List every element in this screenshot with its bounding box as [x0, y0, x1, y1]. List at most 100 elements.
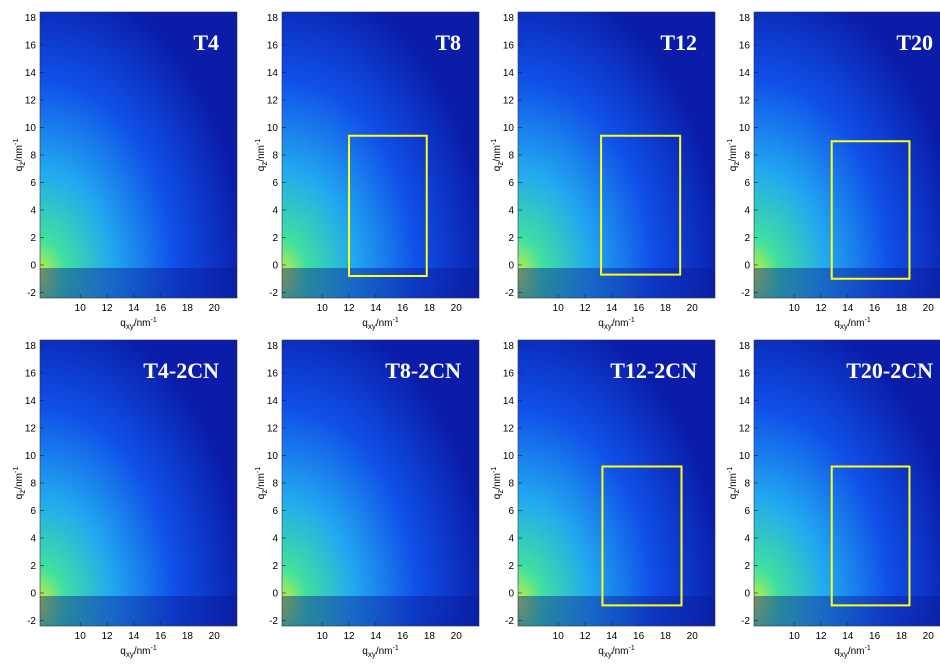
x-tick-label: 14 [606, 303, 618, 314]
y-tick-label: 16 [267, 41, 279, 52]
y-tick-label: 8 [30, 479, 36, 490]
label-sub: xy [840, 650, 848, 659]
y-tick-label: 0 [508, 261, 514, 272]
panel-title: T8-2CN [385, 358, 461, 383]
y-tick-label: 16 [25, 369, 37, 380]
y-tick-label: -2 [27, 288, 36, 299]
label-unit: /nm [492, 145, 503, 162]
label-sub: xy [368, 650, 376, 659]
label-sub: xy [368, 322, 376, 331]
y-tick-label: 4 [30, 534, 36, 545]
x-tick-label: 12 [579, 303, 591, 314]
x-tick-label: 10 [789, 303, 801, 314]
y-tick-label: 14 [739, 396, 751, 407]
x-tick-label: 10 [789, 631, 801, 642]
horizon-shadow [754, 268, 940, 298]
label-sup: -1 [393, 645, 399, 652]
label-sup: -1 [629, 645, 635, 652]
y-tick-label: 12 [503, 96, 515, 107]
x-tick-label: 12 [343, 303, 355, 314]
axis-label: qz/nm-1 [255, 467, 269, 500]
y-tick-label: 12 [739, 96, 751, 107]
y-tick-label: 14 [503, 68, 515, 79]
label-sup: -1 [865, 317, 871, 324]
y-tick-label: 12 [25, 96, 37, 107]
y-tick-label: 4 [744, 534, 750, 545]
x-tick-label: 12 [815, 303, 827, 314]
panel-title: T8 [435, 30, 461, 55]
label-sup: -1 [13, 467, 20, 473]
label-sup: -1 [491, 467, 498, 473]
y-tick-label: 4 [272, 534, 278, 545]
y-tick-label: 12 [503, 424, 515, 435]
y-tick-label: -2 [505, 616, 514, 627]
x-tick-label: 18 [660, 303, 672, 314]
y-tick-label: 12 [739, 424, 751, 435]
label-unit: /nm [728, 145, 739, 162]
label-unit: /nm [14, 145, 25, 162]
x-tick-label: 10 [75, 303, 87, 314]
label-sup: -1 [255, 139, 262, 145]
y-tick-label: 0 [272, 589, 278, 600]
y-tick-label: -2 [27, 616, 36, 627]
y-tick-label: 0 [272, 261, 278, 272]
y-tick-label: 18 [25, 13, 37, 24]
x-tick-label: 16 [155, 303, 167, 314]
y-tick-label: -2 [269, 616, 278, 627]
x-tick-label: 14 [842, 631, 854, 642]
axis-label: qxy/nm-1 [598, 317, 635, 331]
y-tick-label: 2 [272, 561, 278, 572]
y-tick-label: 18 [25, 341, 37, 352]
panel-title: T20 [896, 30, 933, 55]
y-tick-label: 14 [267, 396, 279, 407]
y-tick-label: 0 [30, 589, 36, 600]
panel-title: T4-2CN [143, 358, 219, 383]
y-tick-label: 12 [267, 424, 279, 435]
y-tick-label: 6 [508, 178, 514, 189]
x-tick-label: 10 [75, 631, 87, 642]
axis-label: qxy/nm-1 [834, 317, 871, 331]
y-tick-label: 0 [508, 589, 514, 600]
label-unit: /nm [492, 473, 503, 490]
y-tick-label: 18 [503, 341, 515, 352]
label-unit: /nm [256, 145, 267, 162]
horizon-shadow [518, 268, 715, 298]
x-tick-label: 18 [896, 631, 908, 642]
x-tick-label: 16 [633, 303, 645, 314]
horizon-shadow [40, 596, 237, 626]
panel: -2024681012141618101214161820qxy/nm-1qz/… [13, 12, 237, 331]
y-tick-label: 16 [503, 369, 515, 380]
y-tick-label: 18 [503, 13, 515, 24]
y-tick-label: 2 [30, 561, 36, 572]
y-tick-label: 2 [744, 561, 750, 572]
x-tick-label: 14 [128, 631, 140, 642]
x-tick-label: 14 [370, 631, 382, 642]
panel-title: T12 [660, 30, 697, 55]
y-tick-label: 16 [739, 369, 751, 380]
y-tick-label: 6 [30, 506, 36, 517]
axis-label: qz/nm-1 [727, 467, 741, 500]
x-tick-label: 14 [128, 303, 140, 314]
y-tick-label: 4 [508, 534, 514, 545]
label-sup: -1 [865, 645, 871, 652]
axis-label: qxy/nm-1 [834, 645, 871, 659]
axis-label: qz/nm-1 [13, 139, 27, 172]
y-tick-label: 14 [25, 68, 37, 79]
y-tick-label: 12 [267, 96, 279, 107]
figure: -2024681012141618101214161820qxy/nm-1qz/… [0, 0, 940, 664]
y-tick-label: 2 [508, 561, 514, 572]
horizon-shadow [282, 268, 479, 298]
x-tick-label: 10 [317, 631, 329, 642]
panel-title: T12-2CN [610, 358, 697, 383]
x-tick-label: 18 [660, 631, 672, 642]
y-tick-label: 6 [272, 178, 278, 189]
y-tick-label: -2 [269, 288, 278, 299]
label-sub: xy [126, 322, 134, 331]
x-tick-label: 20 [451, 303, 463, 314]
y-tick-label: 10 [503, 451, 515, 462]
x-tick-label: 14 [370, 303, 382, 314]
y-tick-label: 10 [25, 451, 37, 462]
y-tick-label: 8 [272, 479, 278, 490]
y-tick-label: 0 [30, 261, 36, 272]
